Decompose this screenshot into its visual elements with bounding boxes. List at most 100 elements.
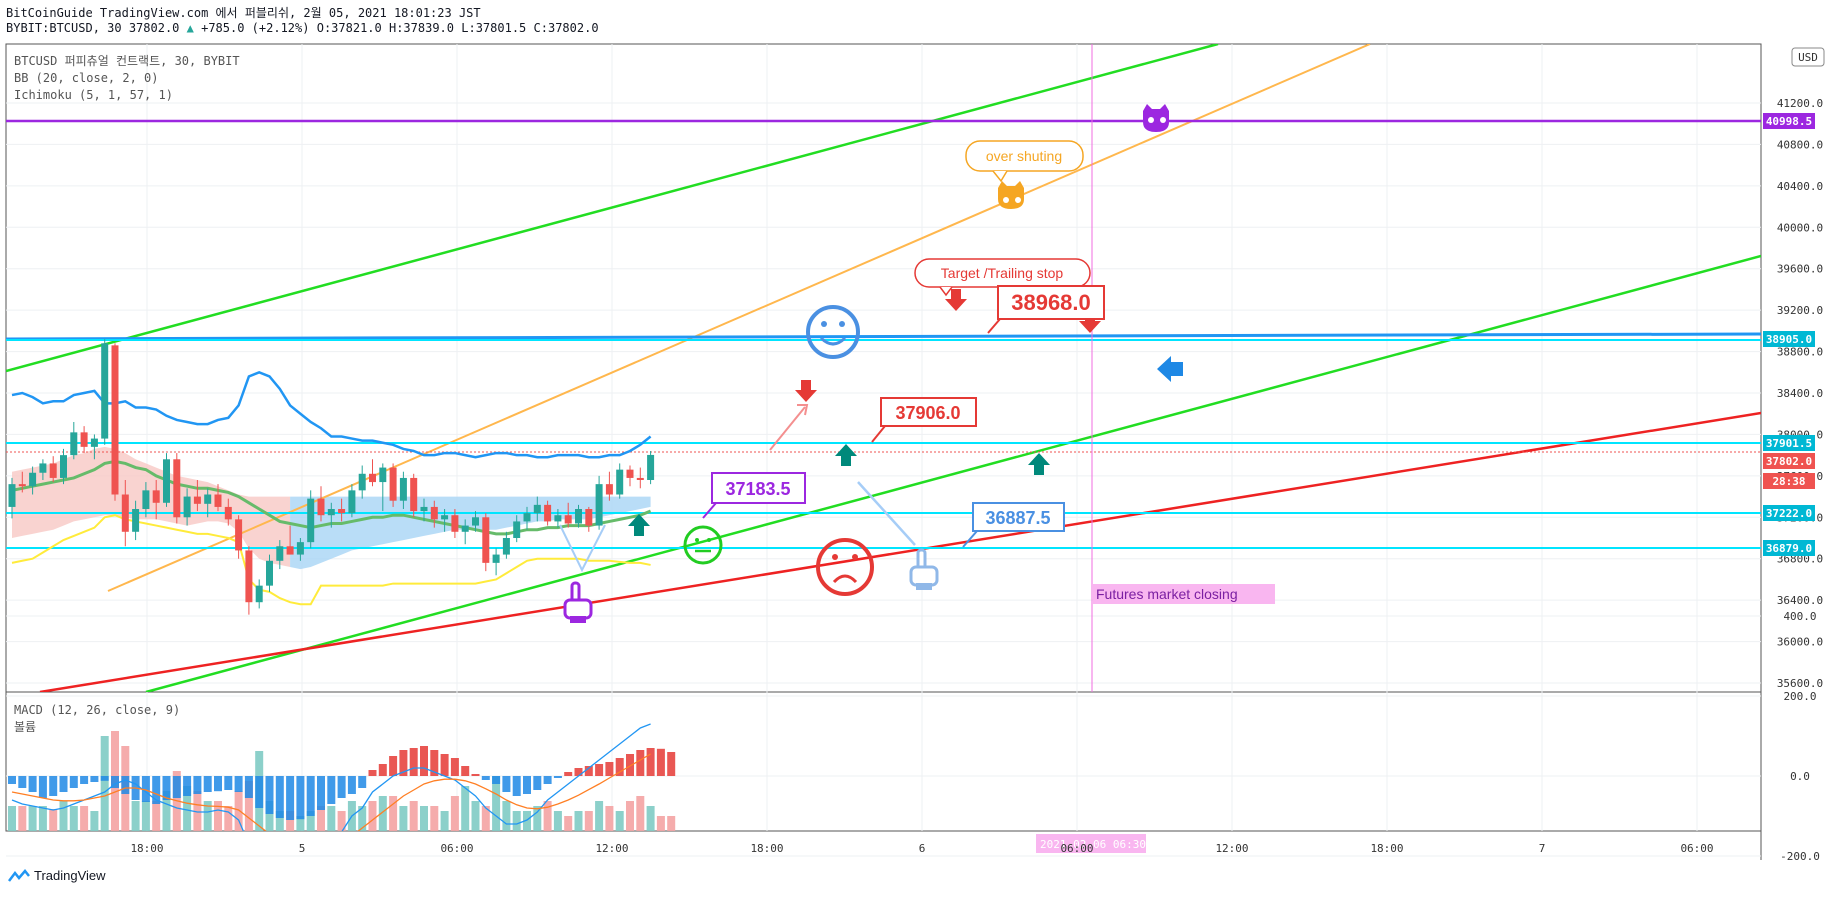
macd-pane — [8, 723, 676, 831]
candle-body — [317, 498, 325, 516]
candle-body — [173, 459, 181, 518]
callout-target-text: Target /Trailing stop — [941, 265, 1064, 281]
time-tick-label: 6 — [919, 842, 926, 855]
ohlc-open: O:37821.0 — [316, 21, 382, 35]
volume-bar — [162, 791, 171, 831]
label-37906[interactable] — [880, 397, 977, 427]
macd-histogram-bar — [378, 764, 387, 776]
macd-histogram-bar — [244, 776, 253, 798]
time-tick-label: 06:00 — [440, 842, 473, 855]
volume-bar — [584, 811, 593, 831]
candle-body — [451, 515, 459, 532]
price-tick-label: 36400.0 — [1777, 594, 1823, 607]
arrow-up-icon[interactable] — [835, 444, 857, 466]
candle-body — [544, 504, 552, 522]
candle-body — [482, 517, 490, 563]
macd-histogram-bar — [265, 776, 274, 814]
candle-body — [183, 496, 191, 518]
currency-button-label: USD — [1798, 51, 1818, 64]
smiley-blue-icon — [806, 305, 860, 359]
macd-histogram-bar — [553, 776, 562, 778]
candle-body — [235, 519, 243, 551]
candle-body — [564, 515, 572, 524]
arrow-up-icon[interactable] — [628, 514, 650, 536]
volume-bar — [234, 791, 243, 831]
time-tick-label: 18:00 — [1370, 842, 1403, 855]
candle-body — [8, 484, 16, 507]
macd-histogram-bar — [203, 776, 212, 792]
macd-histogram-bar — [368, 770, 377, 776]
candle-body — [430, 506, 438, 520]
currency-button[interactable] — [1791, 47, 1825, 67]
callout-over-shuting[interactable] — [965, 140, 1084, 172]
green-trendline-upper[interactable] — [6, 44, 1219, 373]
candle-body — [193, 496, 201, 504]
macd-histogram-bar — [152, 776, 161, 804]
candle-body — [266, 560, 273, 586]
tradingview-footer[interactable]: TradingView — [8, 868, 106, 883]
tradingview-logo-icon — [8, 868, 30, 882]
candle-body — [358, 473, 366, 491]
legend-ichimoku: Ichimoku (5, 1, 57, 1) — [14, 88, 173, 102]
ichimoku-lagging-line — [11, 514, 651, 606]
candle-body — [348, 490, 356, 514]
candle-body — [420, 506, 428, 512]
label-38968-text: 38968.0 — [1011, 290, 1091, 315]
time-crosshair-label-bg — [1036, 834, 1146, 853]
price-tick-label: 35600.0 — [1777, 677, 1823, 690]
label-38968[interactable] — [997, 285, 1105, 320]
blue-hline-38905[interactable] — [6, 332, 1761, 341]
macd-tick-label: 200.0 — [1783, 690, 1816, 703]
macd-histogram-bar — [18, 776, 27, 788]
volume-bar — [646, 806, 655, 831]
label-37183[interactable] — [711, 472, 806, 504]
arrow-down-icon[interactable] — [945, 289, 967, 311]
macd-histogram-bar — [162, 776, 171, 800]
macd-histogram-bar — [234, 776, 243, 792]
volume-bar — [244, 781, 253, 831]
volume-bar — [265, 801, 274, 831]
volume-bar — [543, 801, 552, 831]
label-36887[interactable] — [972, 502, 1065, 532]
time-tick-label: 12:00 — [1215, 842, 1248, 855]
macd-histogram-bar — [141, 776, 150, 802]
green-trendline-lower[interactable] — [145, 254, 1761, 692]
price-tick-label: 38800.0 — [1777, 346, 1823, 359]
candle-body — [369, 473, 376, 483]
arrow-up-icon[interactable] — [1028, 453, 1050, 475]
macd-histogram-bar — [667, 752, 676, 776]
volume-bar — [224, 806, 233, 831]
candle-body — [327, 509, 335, 516]
arrow-down-icon[interactable] — [1079, 311, 1101, 333]
macd-histogram-bar — [389, 756, 398, 776]
candle-body — [595, 484, 603, 526]
time-tick-label: 18:00 — [750, 842, 783, 855]
volume-bar — [389, 796, 398, 831]
red-trendline[interactable] — [39, 411, 1761, 692]
volume-bar — [553, 811, 562, 831]
candle-body — [399, 477, 407, 501]
chart-canvas[interactable]: over shuting Target /Trailing stop 38968… — [0, 0, 1828, 860]
macd-histogram-bar — [533, 776, 542, 790]
macd-tick-label: 0.0 — [1790, 770, 1810, 783]
volume-bar — [420, 806, 428, 831]
macd-histogram-bar — [286, 776, 295, 820]
candle-body — [39, 463, 47, 473]
macd-histogram-bar — [49, 776, 58, 796]
volume-bar — [358, 806, 367, 831]
arrow-down-icon[interactable] — [795, 380, 817, 402]
arrow-left-icon[interactable] — [1157, 356, 1183, 382]
candle-body — [533, 504, 541, 514]
annotations — [559, 104, 1275, 853]
candle-body — [492, 554, 500, 563]
macd-histogram-bar — [327, 776, 336, 804]
macd-histogram-bar — [409, 748, 418, 776]
time-tick-label: 06:00 — [1060, 842, 1093, 855]
candle-body — [626, 469, 634, 478]
volume-bar — [502, 801, 511, 831]
candle-body — [379, 467, 387, 483]
candle-body — [441, 515, 449, 520]
volume-bar — [523, 811, 531, 831]
macd-histogram-bar — [59, 776, 68, 792]
candle-body — [142, 490, 150, 509]
